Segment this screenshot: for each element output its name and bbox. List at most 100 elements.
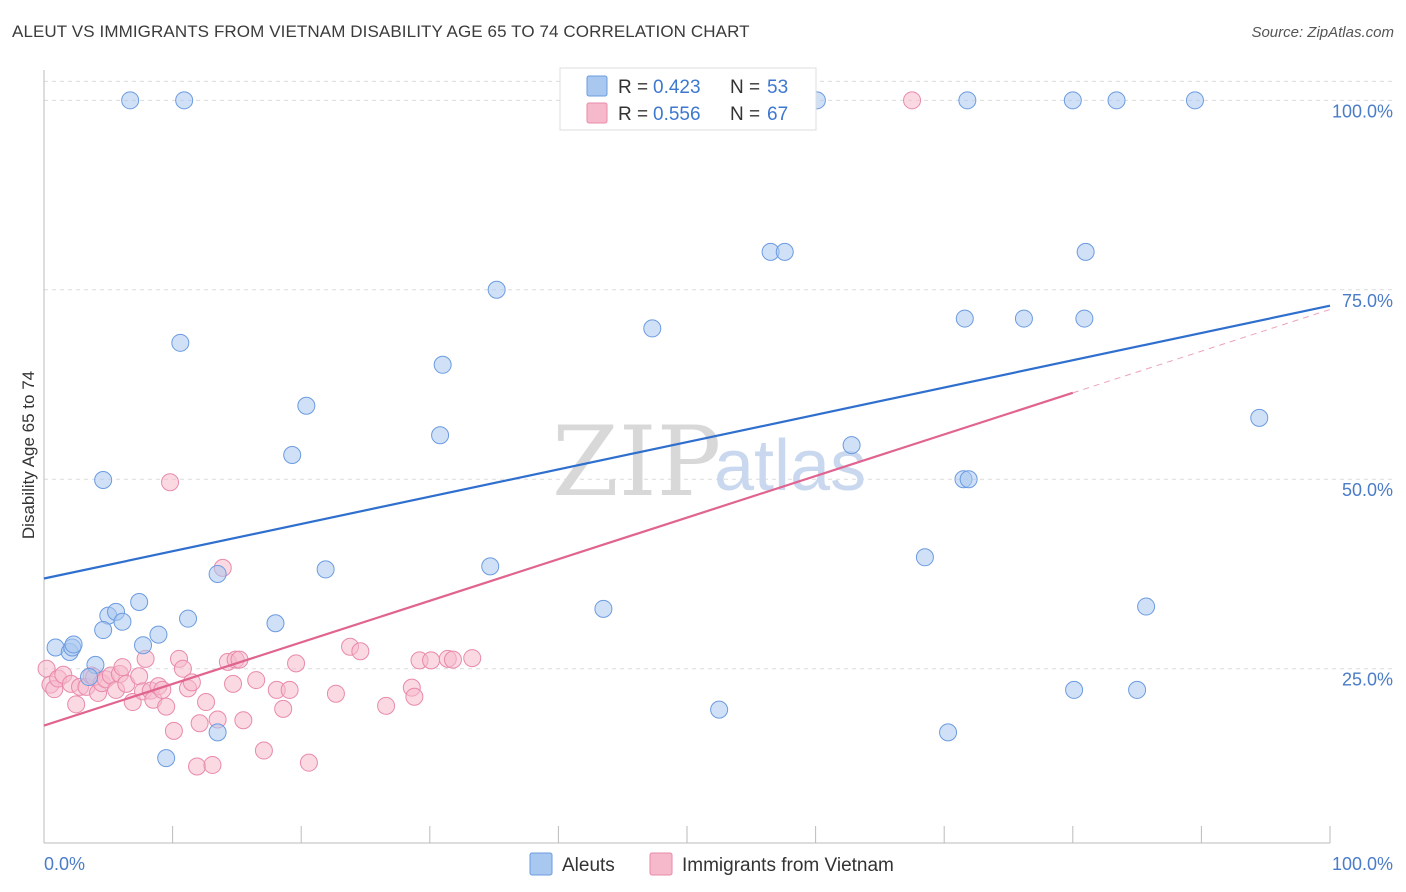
- vietnam-trend-line-extension: [1072, 309, 1331, 394]
- aleut-point-26: [433, 355, 452, 374]
- y-tick-label-0: 25.0%: [1342, 670, 1393, 690]
- aleut-point-53: [1250, 408, 1269, 427]
- vietnam-point-57: [405, 687, 424, 706]
- watermark: ZIP atlas: [552, 406, 866, 518]
- legend-n-value-aleuts: 53: [767, 77, 788, 98]
- vietnam-point-59: [422, 651, 441, 670]
- watermark-zip-text: ZIP: [552, 406, 721, 518]
- aleut-point-47: [1075, 309, 1094, 328]
- y-tick-label-2: 75.0%: [1342, 291, 1393, 311]
- aleut-point-48: [1076, 242, 1095, 261]
- vietnam-point-20: [130, 667, 149, 686]
- vietnam-point-50: [287, 654, 306, 673]
- aleut-point-17: [175, 91, 194, 110]
- series-legend-label-aleuts: Aleuts: [562, 855, 615, 876]
- aleut-point-13: [179, 609, 198, 628]
- vietnam-point-63: [903, 91, 922, 110]
- trend-lines: [43, 304, 1331, 727]
- vietnam-point-37: [203, 755, 222, 774]
- aleut-point-15: [121, 91, 140, 110]
- chart-title: ALEUT VS IMMIGRANTS FROM VIETNAM DISABIL…: [12, 22, 750, 41]
- aleut-point-39: [939, 723, 958, 742]
- legend-n-value-vietnam: 67: [767, 104, 788, 125]
- vietnam-point-46: [254, 741, 273, 760]
- legend-n-label-aleuts: N =: [730, 77, 760, 98]
- aleut-point-42: [959, 470, 978, 489]
- aleut-point-16: [171, 333, 190, 352]
- aleut-points: [46, 91, 1269, 768]
- legend-r-value-vietnam: 0.556: [653, 104, 701, 125]
- aleut-point-52: [1185, 91, 1204, 110]
- axes: [43, 70, 1331, 844]
- aleut-trend-line: [43, 304, 1331, 580]
- vietnam-point-17: [113, 658, 132, 677]
- vietnam-point-61: [443, 650, 462, 669]
- aleut-point-51: [1137, 597, 1156, 616]
- vietnam-point-27: [157, 697, 176, 716]
- aleut-point-44: [1014, 309, 1033, 328]
- aleut-point-37: [842, 436, 861, 455]
- aleut-point-25: [431, 426, 450, 445]
- aleut-point-45: [1063, 91, 1082, 110]
- aleut-point-14: [94, 470, 113, 489]
- vietnam-point-6: [67, 695, 86, 714]
- aleut-point-11: [134, 636, 153, 655]
- legend-r-value-aleuts: 0.423: [653, 77, 701, 98]
- aleut-point-30: [643, 319, 662, 338]
- watermark-atlas-text: atlas: [714, 426, 866, 506]
- y-tick-labels: 25.0% 50.0% 75.0% 100.0%: [1332, 101, 1393, 689]
- x-tick-label-min: 0.0%: [44, 854, 85, 874]
- aleut-point-27: [481, 557, 500, 576]
- stats-legend: R = 0.423 N = 53 R = 0.556 N = 67: [559, 67, 817, 131]
- aleut-point-46: [1065, 680, 1084, 699]
- aleut-point-12: [149, 625, 168, 644]
- aleut-point-6: [80, 668, 99, 687]
- aleut-point-20: [208, 564, 227, 583]
- aleut-point-35: [775, 242, 794, 261]
- aleut-point-24: [316, 560, 335, 579]
- vietnam-point-55: [377, 696, 396, 715]
- vietnam-point-36: [197, 693, 216, 712]
- legend-swatch-vietnam: [586, 102, 608, 124]
- aleut-point-49: [1107, 91, 1126, 110]
- y-tick-label-3: 100.0%: [1332, 101, 1393, 121]
- aleut-point-21: [266, 614, 285, 633]
- vietnam-point-31: [173, 659, 192, 678]
- vietnam-point-44: [234, 711, 253, 730]
- legend-swatch-aleuts: [586, 75, 608, 97]
- aleut-point-18: [157, 749, 176, 768]
- vietnam-point-28: [161, 473, 180, 492]
- series-legend-swatch-aleuts: [529, 852, 553, 876]
- vietnam-point-29: [164, 721, 183, 740]
- source-label: Source: ZipAtlas.com: [1251, 24, 1394, 41]
- vietnam-point-49: [280, 680, 299, 699]
- y-axis-title: Disability Age 65 to 74: [19, 371, 38, 539]
- vietnam-point-34: [188, 757, 207, 776]
- vietnam-point-52: [326, 684, 345, 703]
- y-tick-label-1: 50.0%: [1342, 480, 1393, 500]
- aleut-point-3: [64, 635, 83, 654]
- legend-r-label-vietnam: R =: [618, 104, 648, 125]
- aleut-point-50: [1128, 680, 1147, 699]
- legend-r-label-aleuts: R =: [618, 77, 648, 98]
- aleut-point-43: [955, 309, 974, 328]
- aleut-point-9: [113, 612, 132, 631]
- aleut-point-31: [710, 700, 729, 719]
- aleut-point-7: [94, 621, 113, 640]
- series-legend: Aleuts Immigrants from Vietnam: [529, 852, 894, 876]
- vietnam-point-51: [299, 753, 318, 772]
- vietnam-point-54: [351, 642, 370, 661]
- vietnam-point-62: [463, 649, 482, 668]
- aleut-point-10: [130, 593, 149, 612]
- aleut-point-23: [297, 396, 316, 415]
- vietnam-point-35: [190, 714, 209, 733]
- aleut-point-41: [958, 91, 977, 110]
- aleut-point-22: [283, 445, 302, 464]
- aleut-point-19: [208, 723, 227, 742]
- series-legend-swatch-vietnam: [649, 852, 673, 876]
- aleut-point-28: [487, 280, 506, 299]
- x-tick-label-max: 100.0%: [1332, 854, 1393, 874]
- vietnam-point-48: [274, 699, 293, 718]
- aleut-point-29: [594, 599, 613, 618]
